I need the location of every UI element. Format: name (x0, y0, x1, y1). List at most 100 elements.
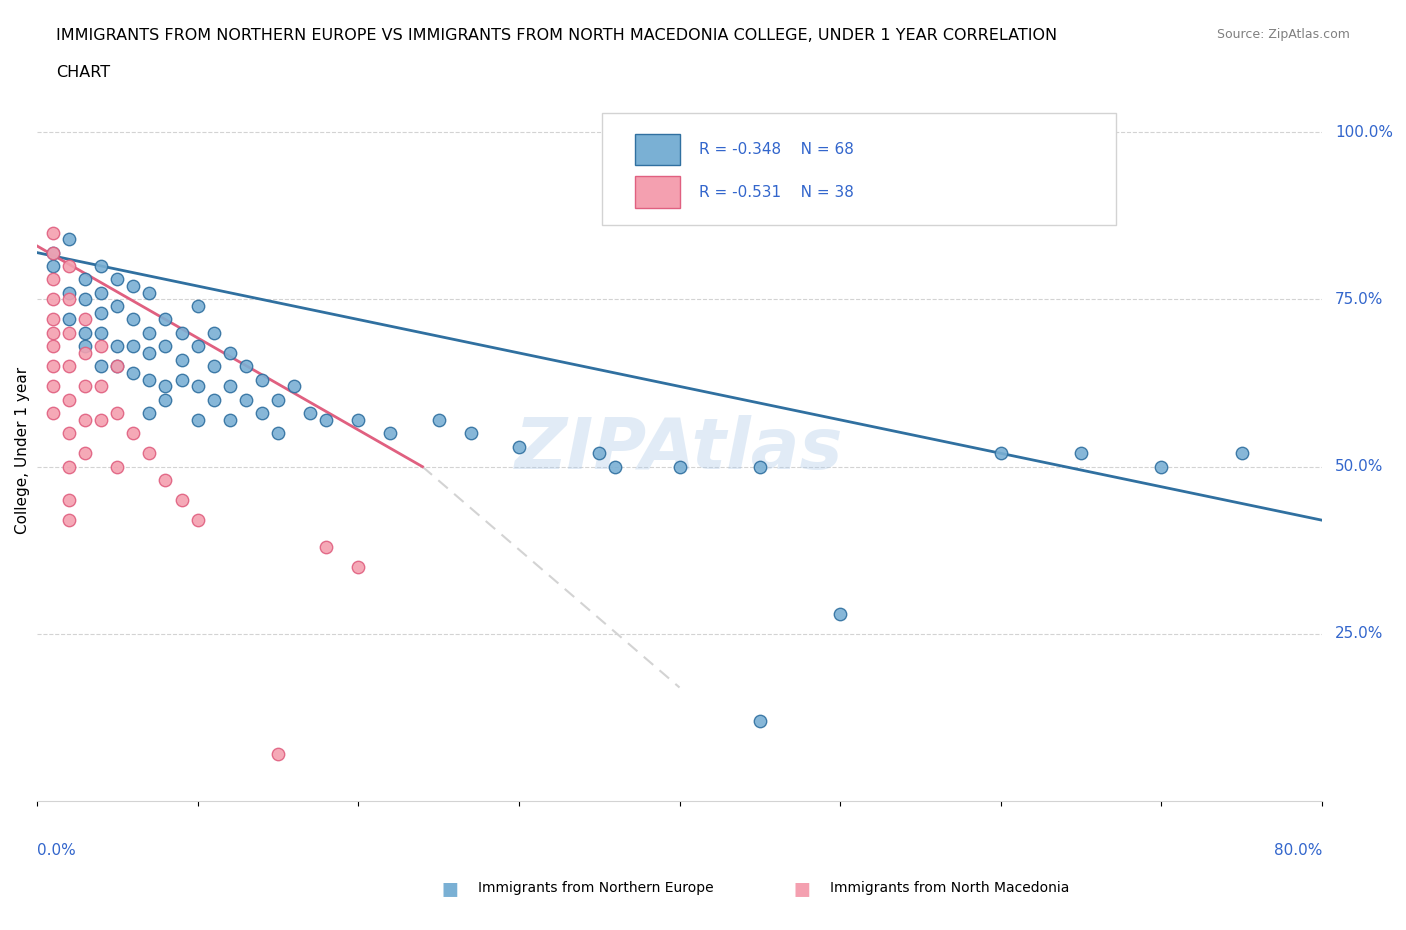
FancyBboxPatch shape (634, 176, 679, 207)
Point (170, 372, 193, 387)
Point (460, 426, 482, 441)
Point (58, 292, 80, 307)
Point (90, 359, 112, 374)
Point (250, 372, 273, 387)
Point (830, 606, 852, 621)
Point (75, 445, 97, 460)
Point (58, 286, 80, 300)
Point (105, 299, 128, 313)
Point (170, 493, 193, 508)
Point (235, 392, 257, 407)
Point (75, 379, 97, 393)
Point (122, 365, 145, 380)
Point (90, 339, 112, 353)
Point (588, 445, 610, 460)
Point (58, 259, 80, 273)
Point (122, 312, 145, 327)
Point (347, 560, 370, 575)
Point (122, 339, 145, 353)
Point (90, 412, 112, 427)
Point (1070, 445, 1092, 460)
Point (75, 339, 97, 353)
Point (315, 412, 337, 427)
Point (1150, 459, 1173, 474)
Point (138, 372, 160, 387)
Point (105, 359, 128, 374)
Text: ZIPAtlas: ZIPAtlas (515, 416, 844, 485)
Point (58, 512, 80, 527)
Point (138, 346, 160, 361)
Point (155, 339, 177, 353)
Point (58, 392, 80, 407)
Text: Immigrants from North Macedonia: Immigrants from North Macedonia (830, 881, 1069, 896)
FancyBboxPatch shape (602, 113, 1116, 225)
Point (75, 412, 97, 427)
Point (42, 259, 65, 273)
Point (90, 326, 112, 340)
Point (75, 346, 97, 361)
Point (105, 405, 128, 420)
Point (990, 445, 1012, 460)
Point (427, 412, 450, 427)
Point (75, 272, 97, 286)
Point (90, 305, 112, 320)
Point (122, 279, 145, 294)
Text: CHART: CHART (56, 65, 110, 80)
Point (75, 312, 97, 327)
Point (155, 392, 177, 407)
Point (105, 339, 128, 353)
Text: 80.0%: 80.0% (1274, 844, 1322, 858)
Text: 100.0%: 100.0% (1334, 125, 1393, 140)
Point (42, 326, 65, 340)
Point (508, 439, 530, 454)
Point (58, 459, 80, 474)
Text: R = -0.348    N = 68: R = -0.348 N = 68 (699, 142, 853, 157)
Text: ▪: ▪ (792, 874, 811, 902)
Point (315, 539, 337, 554)
Point (267, 392, 290, 407)
Point (187, 299, 209, 313)
Point (202, 359, 225, 374)
Point (138, 405, 160, 420)
Point (202, 392, 225, 407)
Point (58, 426, 80, 441)
Text: Source: ZipAtlas.com: Source: ZipAtlas.com (1216, 28, 1350, 41)
Point (187, 339, 209, 353)
Point (42, 225, 65, 240)
Point (235, 359, 257, 374)
Point (170, 326, 193, 340)
Point (299, 405, 322, 420)
Text: 25.0%: 25.0% (1334, 627, 1384, 642)
Point (187, 379, 209, 393)
Point (75, 326, 97, 340)
Point (42, 312, 65, 327)
Point (105, 359, 128, 374)
Point (187, 412, 209, 427)
Point (42, 292, 65, 307)
Point (1230, 445, 1253, 460)
Point (138, 286, 160, 300)
FancyBboxPatch shape (634, 134, 679, 166)
Point (58, 326, 80, 340)
Text: R = -0.531    N = 38: R = -0.531 N = 38 (699, 185, 853, 200)
Point (58, 232, 80, 246)
Point (187, 512, 209, 527)
Point (90, 379, 112, 393)
Point (122, 426, 145, 441)
Point (58, 359, 80, 374)
Point (42, 246, 65, 260)
Point (267, 426, 290, 441)
Point (155, 472, 177, 487)
Text: IMMIGRANTS FROM NORTHERN EUROPE VS IMMIGRANTS FROM NORTH MACEDONIA COLLEGE, UNDE: IMMIGRANTS FROM NORTHERN EUROPE VS IMMIG… (56, 28, 1057, 43)
Point (347, 412, 370, 427)
Point (90, 259, 112, 273)
Y-axis label: College, Under 1 year: College, Under 1 year (15, 366, 30, 534)
Point (90, 286, 112, 300)
Point (75, 292, 97, 307)
Point (42, 379, 65, 393)
Point (58, 312, 80, 327)
Text: ▪: ▪ (440, 874, 460, 902)
Point (42, 359, 65, 374)
Point (42, 272, 65, 286)
Point (218, 379, 240, 393)
